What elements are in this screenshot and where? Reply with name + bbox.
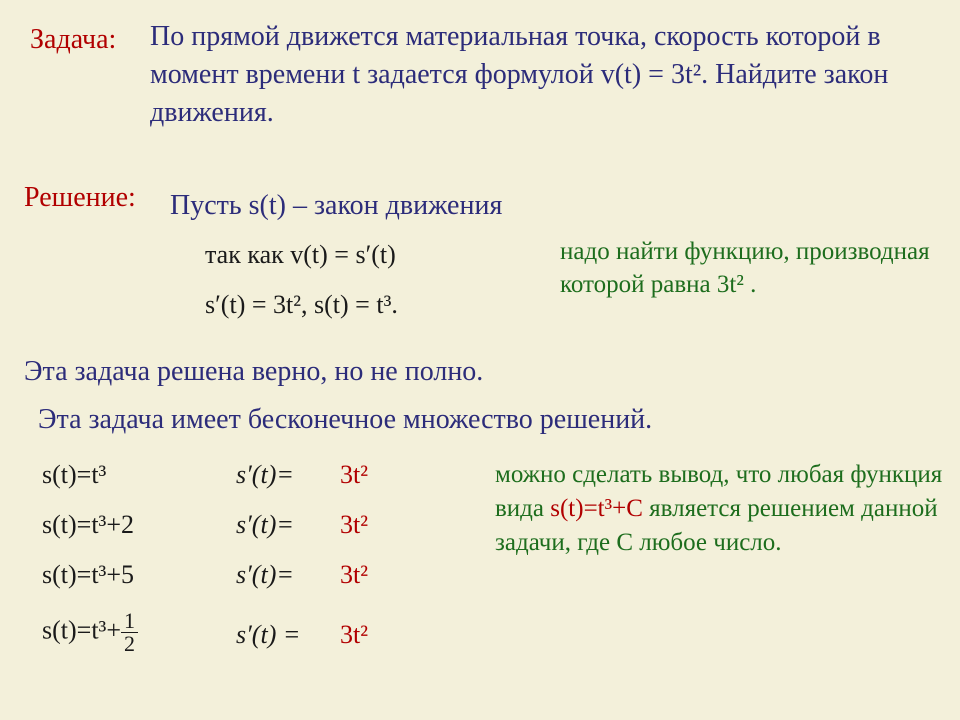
example-4-left: s(t)=t³+12 [42,610,222,655]
conclusion: можно сделать вывод, что любая функция в… [495,458,945,559]
example-4-mid: s′(t) = [236,620,300,650]
slide: Задача: По прямой движется материальная … [0,0,960,720]
task-text-content: По прямой движется материальная точка, с… [150,21,888,128]
example-3-right: 3t² [340,560,368,590]
example-1-mid: s′(t)= [236,460,294,490]
example-1-left: s(t)=t³ [42,460,222,490]
note-need-find: надо найти функцию, производная которой … [560,236,940,301]
comment-partial: Эта задача решена верно, но не полно. [24,356,483,388]
fraction-one-half: 12 [121,610,138,655]
example-2-left: s(t)=t³+2 [42,510,222,540]
example-2-right: 3t² [340,510,368,540]
task-label: Задача: [30,24,116,56]
example-3-left: s(t)=t³+5 [42,560,222,590]
formula-since: так как v(t) = s′(t) [205,240,396,270]
example-1-right: 3t² [340,460,368,490]
solution-label: Решение: [24,182,136,214]
let-s-line: Пусть s(t) – закон движения [170,190,502,222]
example-2-mid: s′(t)= [236,510,294,540]
comment-infinite: Эта задача имеет бесконечное множество р… [38,404,652,436]
task-text: По прямой движется материальная точка, с… [150,18,940,131]
example-4-prefix: s(t)=t³+ [42,615,121,644]
example-3-mid: s′(t)= [236,560,294,590]
formula-derive: s′(t) = 3t², s(t) = t³. [205,290,398,320]
conclusion-highlight: s(t)=t³+C [550,495,643,522]
example-4-right: 3t² [340,620,368,650]
